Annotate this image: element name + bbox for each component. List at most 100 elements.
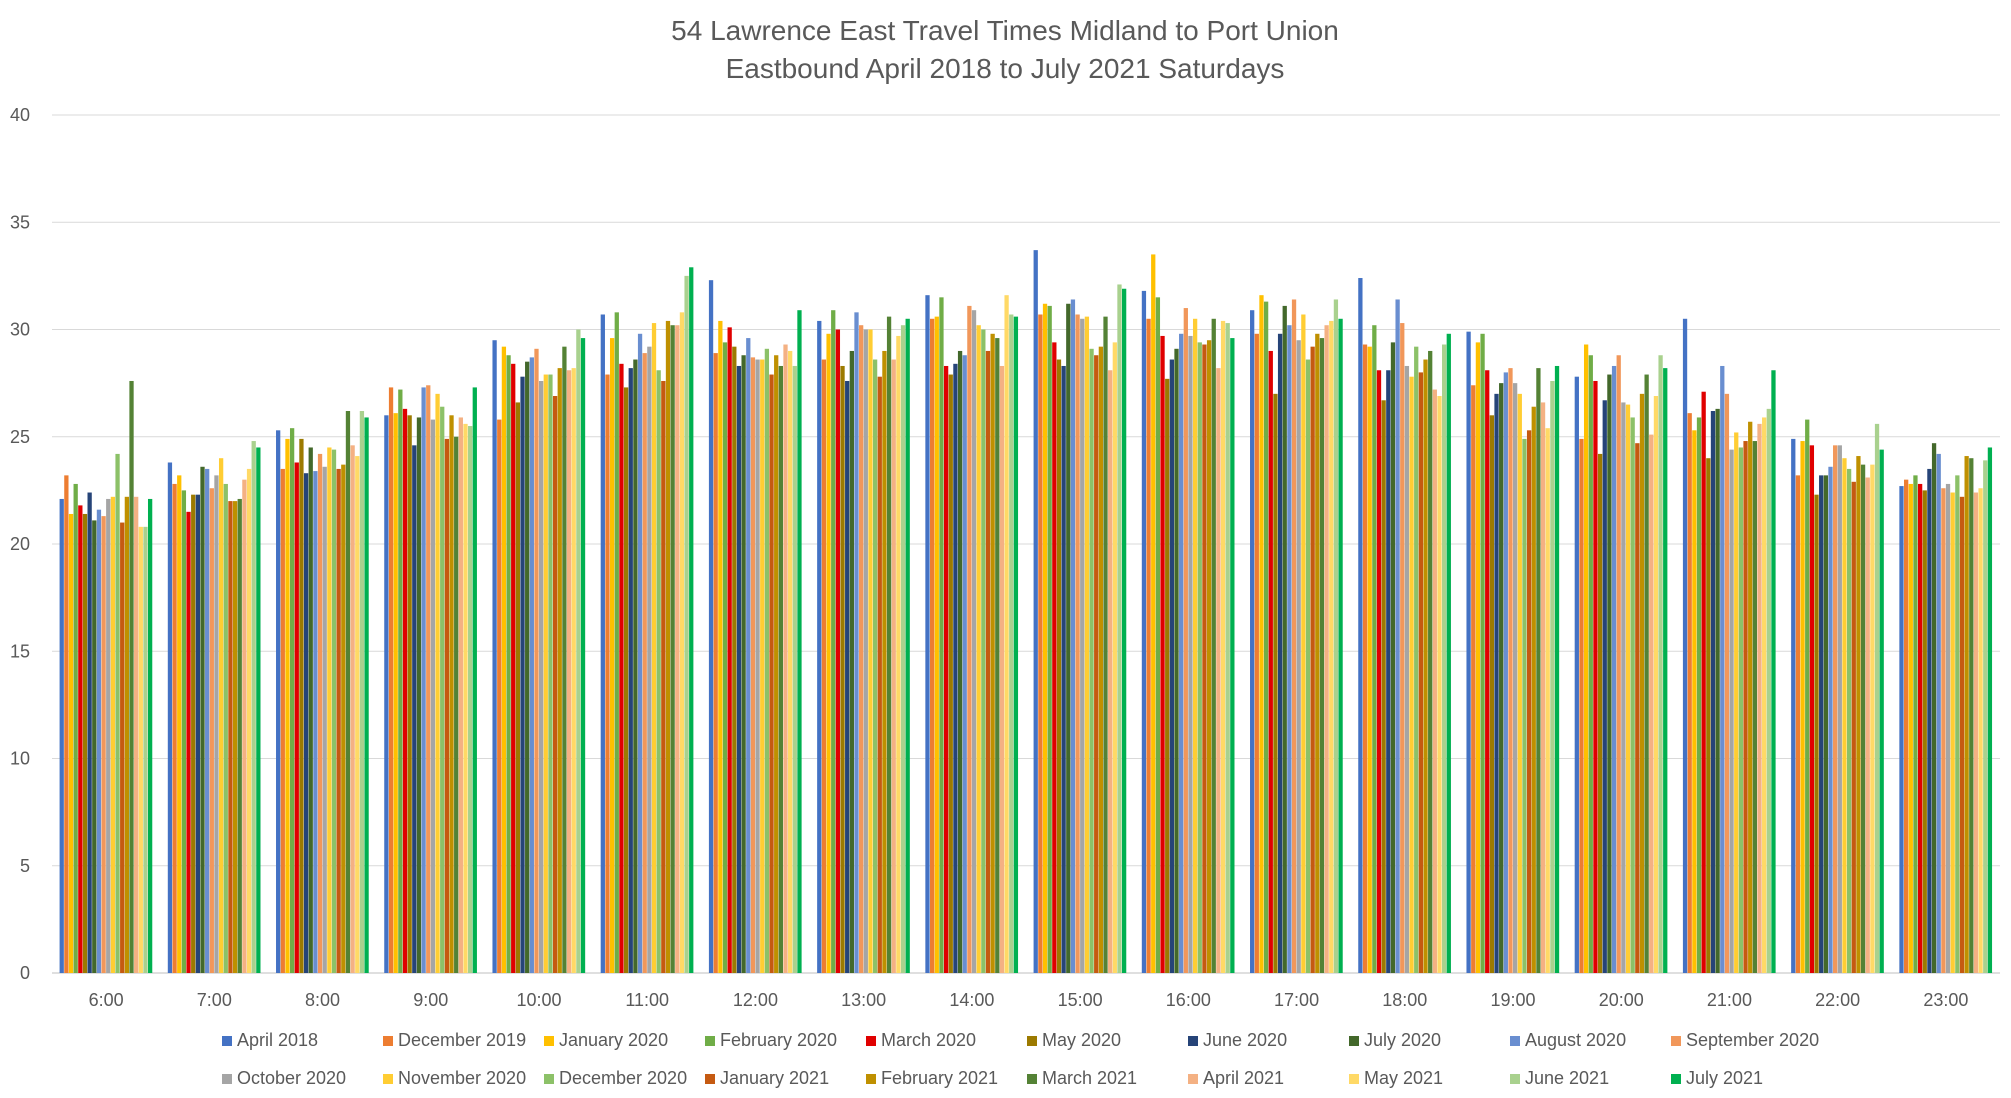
series-10 — [101, 299, 1946, 974]
legend-item: November 2020 — [383, 1068, 526, 1088]
legend-swatch — [1349, 1074, 1359, 1084]
bar — [359, 411, 365, 973]
bar — [1630, 417, 1635, 973]
bar — [642, 353, 647, 974]
series-19 — [143, 275, 1988, 974]
bar — [849, 350, 854, 973]
series-1 — [59, 250, 1904, 974]
bar — [792, 365, 797, 974]
x-tick-label: 17:00 — [1274, 990, 1319, 1010]
bar — [1846, 468, 1852, 973]
legend-swatch — [544, 1036, 554, 1046]
legend-item: May 2021 — [1349, 1068, 1443, 1088]
bar — [576, 329, 581, 973]
bar — [525, 361, 530, 973]
bar — [388, 387, 394, 973]
bar — [242, 479, 247, 973]
bar — [886, 316, 892, 973]
bar — [1056, 359, 1062, 973]
x-tick-label: 13:00 — [841, 990, 886, 1010]
bar — [1908, 483, 1913, 973]
bar — [746, 338, 751, 974]
bar — [957, 350, 963, 973]
legend-label: February 2021 — [881, 1068, 998, 1088]
bar — [1743, 441, 1748, 973]
x-tick-label: 14:00 — [949, 990, 994, 1010]
bar — [1165, 378, 1170, 974]
bar — [679, 312, 685, 974]
bar — [1151, 254, 1156, 974]
bar — [1211, 318, 1216, 973]
legend-label: May 2021 — [1364, 1068, 1443, 1088]
bar — [1964, 456, 1969, 973]
bar — [1639, 393, 1645, 974]
bar — [633, 359, 638, 973]
bar — [289, 428, 295, 973]
bar — [1701, 391, 1706, 974]
bar — [1432, 389, 1437, 973]
bar — [1324, 325, 1329, 974]
bar — [948, 374, 953, 973]
legend-item: June 2021 — [1510, 1068, 1609, 1088]
bar — [1879, 449, 1884, 973]
bar — [506, 355, 511, 973]
bar — [1526, 430, 1532, 973]
bar — [1428, 350, 1433, 973]
bar — [1522, 438, 1527, 973]
bar — [492, 340, 497, 974]
bar — [1259, 295, 1264, 973]
bar — [1771, 370, 1776, 973]
bar — [350, 445, 355, 974]
bar — [900, 325, 906, 974]
legend-swatch — [1027, 1074, 1037, 1084]
bar — [534, 348, 539, 973]
bar — [939, 297, 944, 974]
bar — [1724, 393, 1730, 974]
bar — [294, 462, 299, 973]
bar — [1715, 408, 1720, 973]
bar — [995, 338, 1000, 974]
bar — [1220, 320, 1226, 973]
bar — [1936, 453, 1941, 973]
bar — [755, 359, 760, 973]
bar — [1597, 453, 1603, 973]
bar — [223, 483, 228, 973]
bar — [675, 325, 680, 974]
bar — [1094, 355, 1099, 973]
bar — [1273, 393, 1278, 974]
y-tick-label: 25 — [10, 427, 30, 447]
bar — [1550, 380, 1555, 974]
bar — [407, 415, 412, 973]
bar — [783, 344, 788, 973]
legend-item: April 2018 — [222, 1030, 318, 1050]
bar — [1649, 434, 1654, 974]
bar — [1103, 316, 1108, 973]
bar — [831, 310, 836, 973]
bar — [1635, 443, 1640, 973]
bar — [299, 438, 304, 973]
bar — [1155, 297, 1161, 974]
bar — [1540, 402, 1546, 973]
legend-label: June 2021 — [1525, 1068, 1609, 1088]
bar — [520, 376, 525, 973]
bar — [764, 348, 770, 973]
legend-item: July 2020 — [1349, 1030, 1441, 1050]
legend-label: December 2019 — [398, 1030, 526, 1050]
legend-label: June 2020 — [1203, 1030, 1287, 1050]
bar — [670, 325, 675, 974]
bar — [1621, 402, 1626, 973]
y-tick-label: 35 — [10, 212, 30, 232]
legend-label: November 2020 — [398, 1068, 526, 1088]
bar — [1268, 350, 1273, 973]
bar — [1762, 417, 1767, 973]
y-tick-label: 30 — [10, 320, 30, 340]
bar — [882, 350, 887, 973]
bar — [458, 417, 463, 973]
x-tick-label: 18:00 — [1382, 990, 1427, 1010]
bar — [232, 501, 238, 973]
bar — [1865, 477, 1870, 973]
bar — [1338, 318, 1343, 973]
bar — [1508, 368, 1513, 973]
legend-label: December 2020 — [559, 1068, 687, 1088]
bar — [341, 464, 346, 973]
